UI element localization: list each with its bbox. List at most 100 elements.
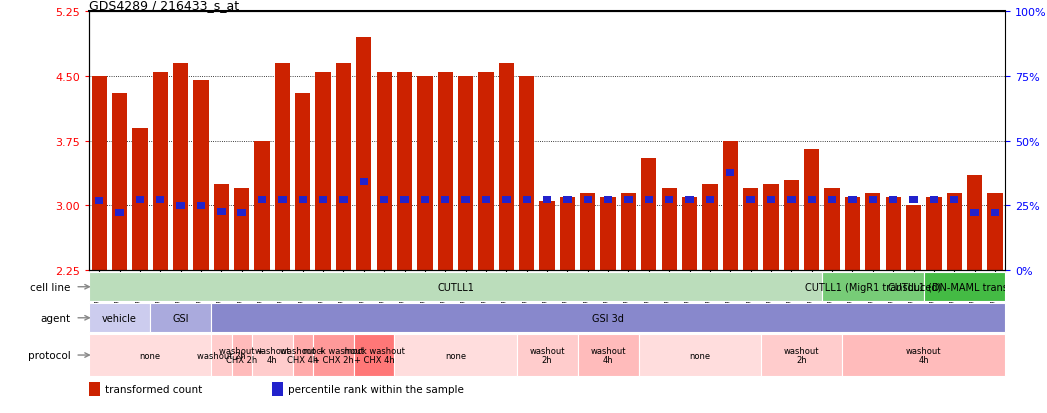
Bar <box>522 197 531 203</box>
Bar <box>909 197 918 203</box>
Text: none: none <box>689 351 710 360</box>
Bar <box>950 197 958 203</box>
Bar <box>356 38 372 271</box>
Bar <box>889 197 897 203</box>
Bar <box>706 197 714 203</box>
Bar <box>400 197 408 203</box>
Bar <box>560 197 575 271</box>
Bar <box>665 197 673 203</box>
Bar <box>845 197 860 271</box>
Text: CUTLL1 (DN-MAML transduced): CUTLL1 (DN-MAML transduced) <box>888 282 1041 292</box>
Bar <box>722 142 738 271</box>
Text: transformed count: transformed count <box>105 384 202 394</box>
Bar <box>787 197 796 203</box>
Bar <box>397 73 413 271</box>
Bar <box>784 180 799 271</box>
Bar <box>726 170 735 176</box>
Bar <box>89 335 211 376</box>
Bar <box>766 197 775 203</box>
Bar <box>478 73 493 271</box>
Text: washout +
CHX 4h: washout + CHX 4h <box>281 346 326 365</box>
Bar <box>421 197 429 203</box>
Bar <box>747 197 755 203</box>
Bar <box>641 159 656 271</box>
Bar <box>583 197 592 203</box>
Bar <box>930 197 938 203</box>
Bar <box>313 335 354 376</box>
Bar <box>482 197 490 203</box>
Text: mock washout
+ CHX 2h: mock washout + CHX 2h <box>303 346 363 365</box>
Bar <box>462 197 470 203</box>
Bar <box>822 273 923 301</box>
Text: none: none <box>445 351 466 360</box>
Bar <box>828 197 837 203</box>
Bar <box>254 142 270 271</box>
Text: cell line: cell line <box>30 282 70 292</box>
Bar <box>578 335 639 376</box>
Bar <box>686 197 694 203</box>
Bar <box>315 73 331 271</box>
Text: washout
4h: washout 4h <box>254 346 290 365</box>
Text: GSI 3d: GSI 3d <box>593 313 624 323</box>
Bar <box>604 197 612 203</box>
Bar <box>91 77 107 271</box>
Bar <box>153 73 168 271</box>
Bar <box>743 189 758 271</box>
Bar <box>923 273 1005 301</box>
Bar <box>621 193 637 271</box>
Bar <box>563 197 572 203</box>
Bar <box>639 335 761 376</box>
Text: vehicle: vehicle <box>103 313 137 323</box>
Text: agent: agent <box>41 313 70 323</box>
Bar <box>354 335 395 376</box>
Bar <box>824 189 840 271</box>
Bar <box>292 335 313 376</box>
Bar <box>197 203 205 209</box>
Bar <box>848 197 856 203</box>
Bar <box>967 176 982 271</box>
Bar <box>886 197 900 271</box>
Bar <box>89 382 101 396</box>
Bar <box>927 197 941 271</box>
Bar <box>395 335 516 376</box>
Text: CUTLL1: CUTLL1 <box>437 282 474 292</box>
Text: CUTLL1 (MigR1 transduced): CUTLL1 (MigR1 transduced) <box>805 282 941 292</box>
Bar <box>438 73 453 271</box>
Bar <box>217 209 225 215</box>
Text: none: none <box>139 351 160 360</box>
Bar <box>211 335 231 376</box>
Bar <box>89 304 150 332</box>
Bar <box>807 197 816 203</box>
Text: mock washout
+ CHX 4h: mock washout + CHX 4h <box>343 346 404 365</box>
Bar <box>214 185 229 271</box>
Text: washout 2h: washout 2h <box>197 351 246 360</box>
Bar <box>136 197 144 203</box>
Bar <box>946 193 962 271</box>
Bar <box>231 335 252 376</box>
Bar <box>359 179 369 185</box>
Bar <box>279 197 287 203</box>
Bar <box>176 203 185 209</box>
Bar <box>380 197 388 203</box>
Bar <box>682 197 697 271</box>
Bar <box>516 335 578 376</box>
Text: washout
2h: washout 2h <box>530 346 564 365</box>
Bar <box>542 197 552 203</box>
Text: washout
4h: washout 4h <box>906 346 941 365</box>
Bar <box>662 189 676 271</box>
Bar <box>173 64 188 271</box>
Text: GSI: GSI <box>173 313 188 323</box>
Bar <box>763 185 779 271</box>
Text: protocol: protocol <box>28 350 70 360</box>
Bar <box>238 210 246 216</box>
Bar <box>112 94 127 271</box>
Bar <box>971 210 979 216</box>
Text: washout
2h: washout 2h <box>784 346 820 365</box>
Bar <box>580 193 596 271</box>
Text: percentile rank within the sample: percentile rank within the sample <box>288 384 464 394</box>
Bar <box>458 77 473 271</box>
Bar <box>258 197 266 203</box>
Bar <box>339 197 348 203</box>
Bar <box>990 210 999 216</box>
Bar <box>498 64 514 271</box>
